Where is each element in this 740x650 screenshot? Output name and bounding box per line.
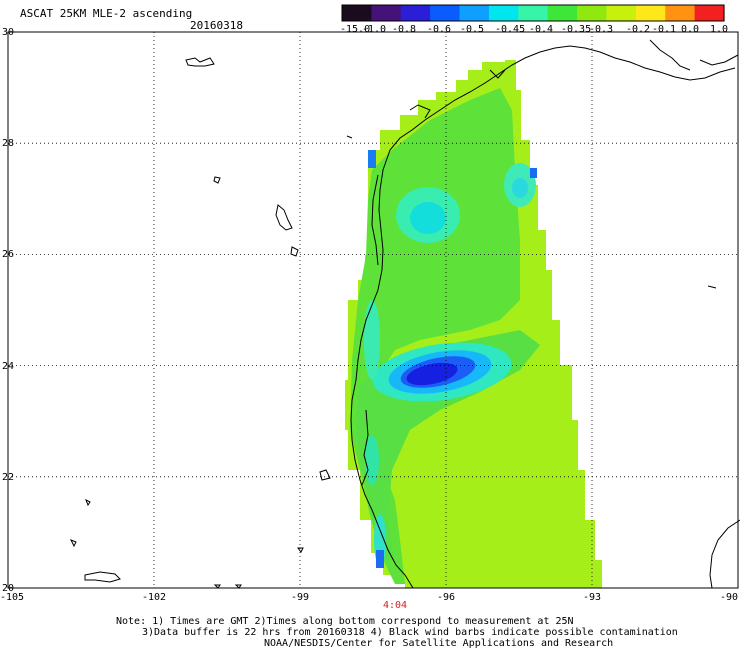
- colorbar-segment: [430, 5, 461, 21]
- colorbar-label: -0.4: [529, 24, 554, 35]
- colorbar-segment: [518, 5, 549, 21]
- longitude-label: -105: [0, 592, 25, 603]
- colorbar-segment: [342, 5, 372, 21]
- note-line-3: NOAA/NESDIS/Center for Satellite Applica…: [264, 638, 614, 649]
- colorbar-segment: [665, 5, 696, 21]
- colorbar-segment: [694, 5, 725, 21]
- colorbar-segment: [635, 5, 666, 21]
- longitude-label: -99: [291, 592, 310, 603]
- longitude-label: -90: [720, 592, 739, 603]
- note-line-2: 3)Data buffer is 22 hrs from 20160318 4)…: [142, 627, 678, 638]
- colorbar-segment: [577, 5, 608, 21]
- colorbar-label: -0.3: [589, 24, 614, 35]
- colorbar-label: -0.5: [460, 24, 485, 35]
- colorbar-segment: [488, 5, 519, 21]
- colorbar-segment: [606, 5, 637, 21]
- colorbar-segment: [371, 5, 402, 21]
- ascat-swath: [345, 60, 602, 588]
- map-date: 20160318: [190, 19, 243, 32]
- latitude-label: 30: [2, 27, 15, 38]
- colorbar-segment: [547, 5, 578, 21]
- latitude-label: 22: [2, 471, 15, 483]
- pass-time-label: 4:04: [383, 600, 408, 611]
- longitude-label: -93: [583, 592, 602, 603]
- longitude-label: -96: [437, 592, 456, 603]
- colorbar-label: 1.0: [710, 24, 729, 35]
- colorbar-frame: [341, 4, 725, 22]
- latitude-label: 26: [2, 249, 15, 261]
- colorbar-label: -1.0: [362, 24, 387, 35]
- colorbar-label: -0.35: [561, 24, 592, 35]
- latitude-label: 20: [2, 583, 15, 594]
- map-frame: [7, 31, 739, 589]
- colorbar-label: 0.0: [681, 24, 700, 35]
- colorbar: [341, 4, 725, 22]
- coastline: [69, 39, 740, 589]
- colorbar-label: -0.6: [427, 24, 452, 35]
- colorbar-label: -0.45: [495, 24, 526, 35]
- longitude-label: -102: [142, 592, 167, 603]
- colorbar-segment: [459, 5, 490, 21]
- colorbar-label: -0.2: [626, 24, 651, 35]
- colorbar-label: -15.0: [340, 24, 371, 35]
- latitude-label: 24: [2, 360, 15, 372]
- latitude-label: 28: [2, 138, 15, 150]
- note-line-1: Note: 1) Times are GMT 2)Times along bot…: [116, 616, 574, 627]
- colorbar-label: -0.1: [652, 24, 677, 35]
- colorbar-segment: [400, 5, 431, 21]
- map-title: ASCAT 25KM MLE-2 ascending: [20, 7, 193, 20]
- colorbar-label: -0.8: [392, 24, 417, 35]
